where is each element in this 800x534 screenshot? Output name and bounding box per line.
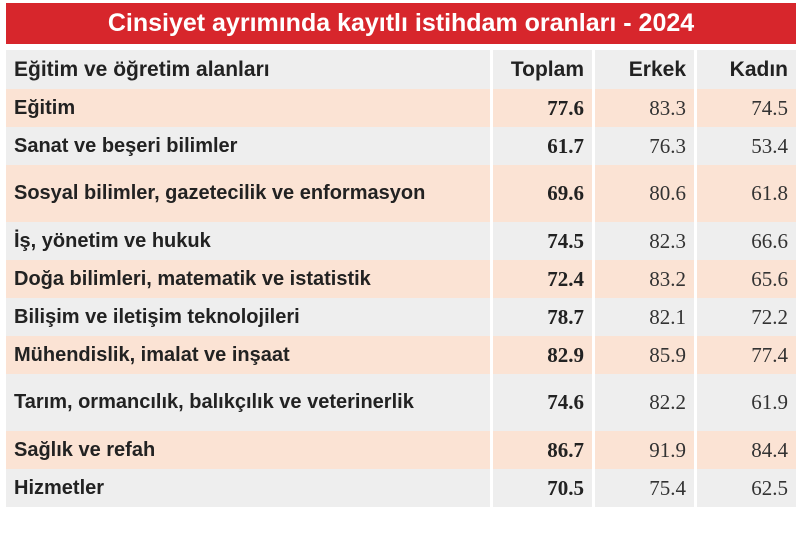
table-title: Cinsiyet ayrımında kayıtlı istihdam oran… — [6, 3, 796, 44]
employment-rate-table: Eğitim ve öğretim alanları Toplam Erkek … — [6, 50, 796, 507]
row-label: Eğitim — [6, 89, 490, 127]
row-label: Sağlık ve refah — [6, 431, 490, 469]
column-header-total: Toplam — [490, 50, 592, 89]
cell-female: 74.5 — [694, 89, 796, 127]
row-label: Tarım, ormancılık, balıkçılık ve veterin… — [6, 374, 490, 431]
table-row: Hizmetler 70.5 75.4 62.5 — [6, 469, 796, 507]
row-label: Bilişim ve iletişim teknolojileri — [6, 298, 490, 336]
cell-total: 82.9 — [490, 336, 592, 374]
cell-female: 77.4 — [694, 336, 796, 374]
row-label: Sanat ve beşeri bilimler — [6, 127, 490, 165]
cell-male: 80.6 — [592, 165, 694, 222]
row-label: İş, yönetim ve hukuk — [6, 222, 490, 260]
table-row: Mühendislik, imalat ve inşaat 82.9 85.9 77.… — [6, 336, 796, 374]
row-label: Doğa bilimleri, matematik ve istatistik — [6, 260, 490, 298]
cell-total: 70.5 — [490, 469, 592, 507]
cell-female: 65.6 — [694, 260, 796, 298]
cell-male: 82.2 — [592, 374, 694, 431]
cell-total: 61.7 — [490, 127, 592, 165]
cell-total: 86.7 — [490, 431, 592, 469]
cell-female: 61.8 — [694, 165, 796, 222]
cell-male: 83.3 — [592, 89, 694, 127]
row-label: Hizmetler — [6, 469, 490, 507]
cell-total: 69.6 — [490, 165, 592, 222]
table-row: Eğitim 77.6 83.3 74.5 — [6, 89, 796, 127]
table-row: Sanat ve beşeri bilimler 61.7 76.3 53.4 — [6, 127, 796, 165]
cell-female: 62.5 — [694, 469, 796, 507]
table-row: Sağlık ve refah 86.7 91.9 84.4 — [6, 431, 796, 469]
column-header-female: Kadın — [694, 50, 796, 89]
row-label: Sosyal bilimler, gazetecilik ve enformas… — [6, 165, 490, 222]
table-row: Tarım, ormancılık, balıkçılık ve veterin… — [6, 374, 796, 431]
cell-male: 76.3 — [592, 127, 694, 165]
table-row: Bilişim ve iletişim teknolojileri 78.7 82.… — [6, 298, 796, 336]
cell-male: 75.4 — [592, 469, 694, 507]
cell-female: 53.4 — [694, 127, 796, 165]
table-row: Sosyal bilimler, gazetecilik ve enformas… — [6, 165, 796, 222]
cell-male: 82.3 — [592, 222, 694, 260]
cell-male: 91.9 — [592, 431, 694, 469]
cell-total: 74.5 — [490, 222, 592, 260]
cell-total: 74.6 — [490, 374, 592, 431]
cell-female: 61.9 — [694, 374, 796, 431]
cell-female: 84.4 — [694, 431, 796, 469]
cell-female: 72.2 — [694, 298, 796, 336]
table-body: Eğitim 77.6 83.3 74.5 Sanat ve beşeri biliml… — [6, 89, 796, 507]
row-label: Mühendislik, imalat ve inşaat — [6, 336, 490, 374]
column-header-field: Eğitim ve öğretim alanları — [6, 50, 490, 89]
cell-total: 77.6 — [490, 89, 592, 127]
cell-total: 72.4 — [490, 260, 592, 298]
cell-female: 66.6 — [694, 222, 796, 260]
cell-total: 78.7 — [490, 298, 592, 336]
cell-male: 85.9 — [592, 336, 694, 374]
header-row: Eğitim ve öğretim alanları Toplam Erkek … — [6, 50, 796, 89]
table-row: Doğa bilimleri, matematik ve istatistik 7… — [6, 260, 796, 298]
table-row: İş, yönetim ve hukuk 74.5 82.3 66.6 — [6, 222, 796, 260]
cell-male: 83.2 — [592, 260, 694, 298]
column-header-male: Erkek — [592, 50, 694, 89]
cell-male: 82.1 — [592, 298, 694, 336]
